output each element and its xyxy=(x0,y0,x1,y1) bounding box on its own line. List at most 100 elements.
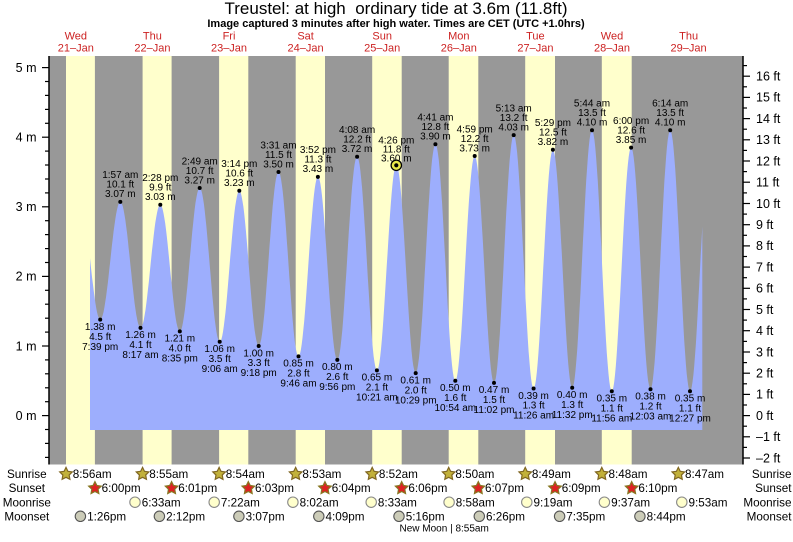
svg-text:8:54am: 8:54am xyxy=(226,468,265,481)
svg-text:6:10pm: 6:10pm xyxy=(638,482,677,495)
svg-text:10 ft: 10 ft xyxy=(756,197,781,211)
svg-text:0.80 m: 0.80 m xyxy=(322,362,353,373)
svg-text:4 m: 4 m xyxy=(16,131,37,145)
svg-text:6:00 pm: 6:00 pm xyxy=(613,116,649,127)
svg-text:6:01pm: 6:01pm xyxy=(178,482,217,495)
svg-text:2.6 ft: 2.6 ft xyxy=(326,372,348,383)
svg-text:12.5 ft: 12.5 ft xyxy=(539,128,567,139)
svg-text:New Moon | 8:55am: New Moon | 8:55am xyxy=(400,524,489,535)
svg-text:7:22am: 7:22am xyxy=(221,496,260,509)
svg-text:1.2 ft: 1.2 ft xyxy=(639,401,661,412)
svg-text:4.1 ft: 4.1 ft xyxy=(129,340,151,351)
svg-text:Fri: Fri xyxy=(223,31,236,43)
svg-text:1 m: 1 m xyxy=(16,339,37,353)
svg-text:4:26 pm: 4:26 pm xyxy=(378,136,414,147)
svg-text:5:44 am: 5:44 am xyxy=(574,99,610,110)
svg-text:11:26 am: 11:26 am xyxy=(513,411,554,422)
svg-text:Moonset: Moonset xyxy=(747,510,793,523)
svg-text:6:07pm: 6:07pm xyxy=(485,482,524,495)
svg-text:8:33am: 8:33am xyxy=(378,496,417,509)
svg-text:2.8 ft: 2.8 ft xyxy=(287,369,309,380)
svg-text:26–Jan: 26–Jan xyxy=(441,43,477,55)
svg-text:Image captured 3 minutes after: Image captured 3 minutes after high wate… xyxy=(207,18,585,30)
svg-text:23–Jan: 23–Jan xyxy=(211,43,247,55)
svg-text:8:58am: 8:58am xyxy=(456,496,495,509)
svg-text:9 ft: 9 ft xyxy=(756,218,774,232)
svg-text:0 m: 0 m xyxy=(16,409,37,423)
svg-text:0.35 m: 0.35 m xyxy=(597,394,628,405)
svg-text:11.5 ft: 11.5 ft xyxy=(265,150,292,161)
svg-text:8:02am: 8:02am xyxy=(300,496,339,509)
svg-text:11:56 am: 11:56 am xyxy=(591,413,632,424)
svg-text:15 ft: 15 ft xyxy=(756,91,781,105)
svg-text:Wed: Wed xyxy=(601,31,623,43)
svg-text:11 ft: 11 ft xyxy=(756,176,780,190)
svg-text:3.5 ft: 3.5 ft xyxy=(209,354,231,365)
svg-text:12:03 am: 12:03 am xyxy=(630,411,672,422)
svg-text:8:49am: 8:49am xyxy=(532,468,571,481)
svg-text:9:56 pm: 9:56 pm xyxy=(319,382,355,393)
svg-text:5:29 pm: 5:29 pm xyxy=(535,118,571,129)
svg-text:6:33am: 6:33am xyxy=(142,496,181,509)
svg-text:13 ft: 13 ft xyxy=(756,133,781,147)
svg-text:8:55am: 8:55am xyxy=(149,468,188,481)
svg-text:12.2 ft: 12.2 ft xyxy=(461,134,489,145)
svg-text:3.72 m: 3.72 m xyxy=(342,144,373,155)
svg-text:3.60 m: 3.60 m xyxy=(381,153,412,164)
svg-text:9:46 am: 9:46 am xyxy=(280,379,316,390)
svg-text:2:12pm: 2:12pm xyxy=(166,510,205,523)
svg-text:2 m: 2 m xyxy=(16,270,37,284)
svg-text:–1 ft: –1 ft xyxy=(756,430,781,444)
svg-text:3.50 m: 3.50 m xyxy=(263,159,294,170)
svg-text:22–Jan: 22–Jan xyxy=(134,43,170,55)
svg-text:12.6 ft: 12.6 ft xyxy=(617,125,645,136)
svg-text:9:06 am: 9:06 am xyxy=(202,364,238,375)
svg-text:13.5 ft: 13.5 ft xyxy=(578,108,606,119)
svg-text:1.3 ft: 1.3 ft xyxy=(561,400,583,411)
svg-text:7:39 pm: 7:39 pm xyxy=(82,342,118,353)
svg-text:16 ft: 16 ft xyxy=(756,70,781,84)
svg-text:2.0 ft: 2.0 ft xyxy=(405,385,427,396)
svg-text:Moonrise: Moonrise xyxy=(743,496,791,509)
svg-text:5:13 am: 5:13 am xyxy=(496,103,532,114)
svg-text:9.9 ft: 9.9 ft xyxy=(149,183,171,194)
svg-text:2:28 pm: 2:28 pm xyxy=(142,173,178,184)
svg-text:11:02 pm: 11:02 pm xyxy=(474,405,515,416)
svg-text:3.23 m: 3.23 m xyxy=(224,178,255,189)
svg-text:2 ft: 2 ft xyxy=(756,367,774,381)
svg-text:27–Jan: 27–Jan xyxy=(517,43,553,55)
svg-text:9:19am: 9:19am xyxy=(534,496,573,509)
svg-text:10:21 am: 10:21 am xyxy=(356,393,398,404)
svg-text:3.43 m: 3.43 m xyxy=(303,164,334,175)
svg-text:1.21 m: 1.21 m xyxy=(165,334,196,345)
svg-text:29–Jan: 29–Jan xyxy=(671,43,707,55)
svg-text:4 ft: 4 ft xyxy=(756,324,774,338)
svg-text:4.10 m: 4.10 m xyxy=(655,118,686,129)
svg-text:8:17 am: 8:17 am xyxy=(122,350,158,361)
svg-text:1.5 ft: 1.5 ft xyxy=(483,395,505,406)
svg-text:Sun: Sun xyxy=(372,31,392,43)
svg-text:0.85 m: 0.85 m xyxy=(283,359,314,370)
svg-text:8 ft: 8 ft xyxy=(756,239,774,253)
svg-text:4.03 m: 4.03 m xyxy=(498,122,529,133)
svg-text:Thu: Thu xyxy=(679,31,698,43)
svg-text:9:53am: 9:53am xyxy=(689,496,728,509)
svg-text:13.5 ft: 13.5 ft xyxy=(656,108,684,119)
svg-text:12:27 pm: 12:27 pm xyxy=(669,413,711,424)
svg-text:8:50am: 8:50am xyxy=(455,468,494,481)
svg-text:1.00 m: 1.00 m xyxy=(243,348,274,359)
svg-text:0.39 m: 0.39 m xyxy=(518,391,549,402)
svg-text:1.26 m: 1.26 m xyxy=(125,330,156,341)
svg-text:4:59 pm: 4:59 pm xyxy=(457,124,493,135)
svg-text:9:18 pm: 9:18 pm xyxy=(241,368,277,379)
svg-text:3:31 am: 3:31 am xyxy=(260,140,296,151)
svg-text:8:56am: 8:56am xyxy=(73,468,112,481)
svg-text:10.7 ft: 10.7 ft xyxy=(186,166,214,177)
svg-text:8:52am: 8:52am xyxy=(379,468,418,481)
svg-text:6:04pm: 6:04pm xyxy=(332,482,371,495)
svg-text:13.2 ft: 13.2 ft xyxy=(500,113,528,124)
svg-text:3:52 pm: 3:52 pm xyxy=(300,145,336,156)
svg-text:1.3 ft: 1.3 ft xyxy=(522,401,544,412)
svg-text:Moonset: Moonset xyxy=(4,510,50,523)
svg-text:8:47am: 8:47am xyxy=(685,468,724,481)
